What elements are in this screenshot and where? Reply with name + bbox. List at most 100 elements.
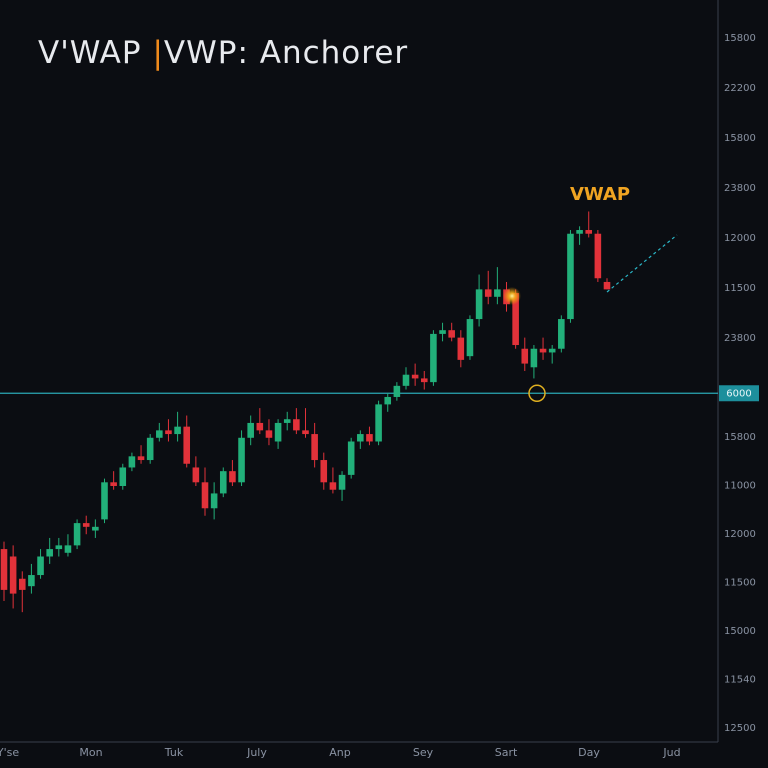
y-tick-label: 15000 — [724, 626, 756, 637]
candle-body — [146, 437, 154, 461]
candle-body — [548, 348, 556, 353]
y-tick-label: 23800 — [724, 333, 756, 344]
candle-body — [302, 430, 309, 435]
y-tick-label: 11540 — [724, 675, 756, 686]
candle-body — [101, 482, 108, 520]
y-tick-label: 15800 — [724, 432, 756, 443]
anchor-label-box — [719, 385, 759, 402]
candle-body — [375, 404, 382, 442]
title-part: VWP: Anchorer — [164, 35, 408, 71]
candle-body — [530, 348, 538, 368]
y-tick-label: 11000 — [724, 481, 756, 492]
candle-body — [73, 523, 81, 546]
x-tick-label: Sart — [495, 746, 518, 759]
candle-body — [475, 289, 483, 320]
candle-body — [0, 549, 8, 590]
candle-body — [46, 549, 53, 557]
candle-body — [283, 419, 291, 423]
candle-body — [594, 233, 602, 279]
x-tick-label: Jud — [662, 746, 680, 759]
y-tick-label: 11500 — [724, 578, 756, 589]
candle-body — [357, 434, 364, 442]
candle-body — [567, 233, 574, 320]
candle-body — [420, 378, 428, 383]
x-tick-label: July — [246, 746, 267, 759]
x-tick-label: Y'se — [0, 746, 19, 759]
y-tick-label: 12500 — [724, 723, 756, 734]
candle-body — [466, 319, 474, 357]
candle-body — [37, 556, 44, 576]
candle-body — [366, 434, 373, 442]
candle-body — [119, 467, 127, 487]
anchor-marker — [528, 384, 546, 403]
title-part: V'WAP — [38, 35, 152, 71]
candle-body — [320, 460, 328, 483]
candle-body — [274, 422, 282, 442]
candle-body — [430, 333, 437, 383]
candle-body — [82, 523, 90, 527]
candle-body — [311, 434, 318, 461]
glow-spot — [503, 287, 521, 305]
candle-body — [92, 526, 99, 531]
candle-body — [539, 348, 547, 353]
candle-body — [219, 471, 227, 494]
y-tick-label: 12000 — [724, 529, 756, 540]
candle-body — [201, 482, 209, 509]
x-tick-label: Anp — [329, 746, 350, 759]
x-tick-label: Day — [578, 746, 600, 759]
candle-body — [521, 348, 529, 364]
candle-body — [165, 430, 172, 435]
candle-body — [484, 289, 492, 297]
candle-body — [9, 556, 17, 594]
vwap-annotation: VWAP — [570, 184, 630, 205]
candle-body — [457, 337, 465, 360]
candle-body — [576, 230, 583, 234]
chart-title: V'WAP |VWP: Anchorer — [38, 35, 408, 71]
candle-body — [494, 289, 501, 297]
candle-body — [329, 482, 337, 490]
candle-body — [293, 419, 300, 431]
candle-body — [247, 422, 254, 438]
anchor-label: 6000 — [726, 388, 751, 399]
candle-body — [137, 456, 145, 461]
x-tick-label: Mon — [79, 746, 102, 759]
y-tick-label: 15800 — [724, 33, 756, 44]
candle-body — [411, 374, 419, 379]
candle-body — [183, 426, 191, 464]
candle-body — [192, 467, 200, 483]
candle-body — [603, 281, 611, 290]
candle-body — [256, 422, 264, 431]
candle-body — [174, 426, 181, 435]
y-tick-label: 23800 — [724, 183, 756, 194]
candle-body — [18, 578, 26, 590]
candle-body — [55, 545, 63, 550]
y-tick-label: 11500 — [724, 283, 756, 294]
candle-body — [347, 441, 355, 475]
candle-body — [238, 437, 245, 483]
candle-body — [128, 456, 136, 468]
candle-body — [558, 319, 565, 349]
candle-body — [265, 430, 273, 438]
candle-body — [229, 471, 236, 483]
y-tick-label: 15800 — [724, 133, 756, 144]
candle-body — [110, 482, 117, 487]
candle-body — [393, 385, 401, 397]
candle-body — [384, 396, 392, 405]
x-tick-label: Tuk — [164, 746, 184, 759]
candle-body — [156, 430, 163, 438]
candle-body — [64, 545, 72, 553]
candle-body — [338, 474, 346, 490]
candle-body — [448, 330, 455, 338]
candle-body — [585, 230, 593, 234]
candle-body — [512, 293, 519, 346]
x-tick-label: Sey — [413, 746, 434, 759]
title-divider: | — [152, 35, 163, 71]
y-tick-label: 22200 — [724, 83, 756, 94]
candle-body — [402, 374, 410, 386]
candle-body — [210, 493, 218, 509]
y-tick-label: 12000 — [724, 233, 756, 244]
candle-body — [28, 575, 35, 587]
candle-body — [439, 330, 446, 334]
